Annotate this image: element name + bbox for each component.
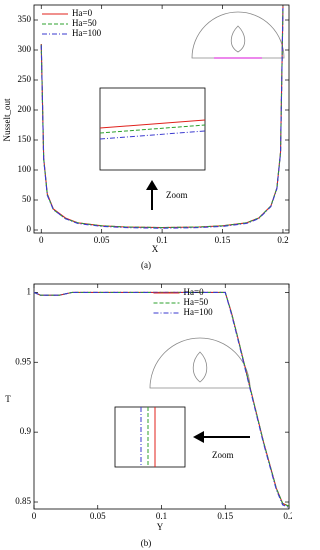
x-axis-label: Y bbox=[157, 522, 164, 532]
legend-label: Ha=50 bbox=[72, 18, 97, 28]
y-tick-label: 0.95 bbox=[15, 356, 31, 366]
series-line bbox=[33, 291, 290, 507]
y-tick-label: 0.9 bbox=[20, 426, 32, 436]
x-tick-label: 0.05 bbox=[94, 235, 110, 245]
zoom-box bbox=[99, 87, 206, 171]
y-tick-label: 150 bbox=[18, 134, 32, 144]
y-axis-label: Nusselt_out bbox=[2, 98, 12, 142]
x-tick-label: 0.1 bbox=[156, 511, 167, 521]
x-tick-label: 0 bbox=[32, 511, 37, 521]
annotation: Zoom bbox=[212, 450, 234, 460]
y-tick-label: 0 bbox=[27, 224, 32, 234]
zoom-arrow-head bbox=[193, 431, 204, 443]
zoom-line bbox=[99, 119, 206, 129]
x-tick-label: 0.15 bbox=[217, 511, 233, 521]
x-tick-label: 0.15 bbox=[215, 235, 231, 245]
legend-label: Ha=0 bbox=[184, 287, 205, 297]
figure: Zoom X Nusselt_out (a) Zoom Y T (b) 0 0.0… bbox=[2, 4, 292, 548]
legend-label: Ha=100 bbox=[184, 307, 214, 317]
series-line bbox=[33, 291, 290, 507]
annotation: Zoom bbox=[166, 190, 188, 200]
plot-frame bbox=[33, 283, 290, 510]
x-axis-label: X bbox=[152, 244, 159, 254]
sketch-shape bbox=[230, 25, 246, 53]
y-tick-label: 250 bbox=[18, 74, 32, 84]
x-tick-label: 0.05 bbox=[90, 511, 106, 521]
series-line bbox=[40, 7, 284, 229]
y-axis-label: T bbox=[5, 394, 11, 404]
zoom-arrow-head bbox=[146, 180, 158, 190]
x-tick-label: 0.2 bbox=[277, 235, 288, 245]
zoom-line bbox=[99, 130, 206, 140]
y-tick-label: 100 bbox=[18, 164, 32, 174]
plot-frame bbox=[33, 4, 290, 234]
legend-label: Ha=0 bbox=[72, 8, 93, 18]
y-tick-label: 350 bbox=[18, 14, 32, 24]
y-tick-label: 1 bbox=[27, 286, 32, 296]
zoom-box bbox=[114, 406, 186, 468]
series-line bbox=[40, 7, 284, 229]
y-tick-label: 200 bbox=[18, 104, 32, 114]
x-tick-label: 0 bbox=[39, 235, 44, 245]
x-tick-label: 0.1 bbox=[156, 235, 167, 245]
sketch-shape bbox=[192, 351, 208, 383]
caption: (b) bbox=[141, 538, 152, 548]
domain-sketch bbox=[191, 11, 285, 59]
y-tick-label: 0.85 bbox=[15, 496, 31, 506]
zoom-line bbox=[99, 124, 206, 134]
caption: (a) bbox=[141, 260, 151, 270]
y-tick-label: 50 bbox=[22, 194, 32, 204]
domain-sketch bbox=[149, 337, 251, 389]
x-tick-label: 0.2 bbox=[283, 511, 292, 521]
legend-label: Ha=100 bbox=[72, 28, 102, 38]
y-tick-label: 300 bbox=[18, 44, 32, 54]
legend-label: Ha=50 bbox=[184, 297, 209, 307]
series-line bbox=[33, 291, 290, 509]
